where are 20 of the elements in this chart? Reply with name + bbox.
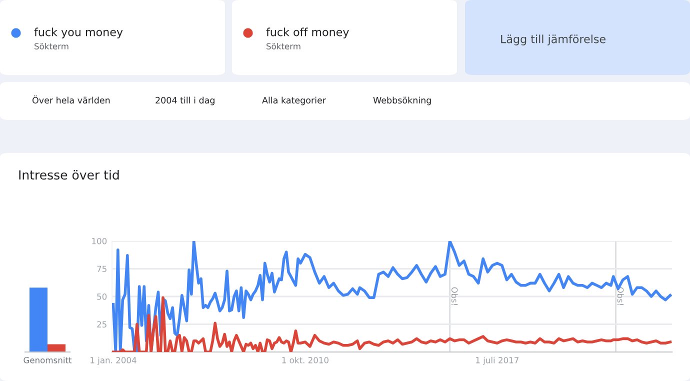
ref-line-label: Obs! [451, 287, 458, 306]
x-tick-label: 1 okt. 2010 [282, 356, 328, 364]
text: Alla kategorier [262, 96, 326, 106]
text: 2004 till i dag [156, 96, 214, 106]
text: Över hela världen [32, 95, 110, 104]
chart-title: Intresse över tid [19, 170, 119, 180]
x-tick-label: Genomsnitt [24, 356, 72, 364]
y-tick-label: 50 [97, 293, 107, 300]
y-tick-label: 25 [97, 321, 106, 328]
text: Sökterm [34, 42, 68, 50]
text: Lägg till jämförelse [501, 34, 606, 46]
y-tick-label: 75 [97, 266, 106, 272]
x-tick-label: 1 jan. 2004 [90, 356, 136, 365]
legend-label: fuck off money [266, 28, 349, 38]
y-tick-label: 100 [92, 238, 107, 244]
legend-label: fuck you money [34, 28, 123, 38]
line-series [112, 241, 672, 352]
text: Sökterm [266, 42, 300, 50]
x-tick-label: 1 juli 2017 [476, 356, 518, 365]
text: Webbsökning [373, 96, 431, 106]
